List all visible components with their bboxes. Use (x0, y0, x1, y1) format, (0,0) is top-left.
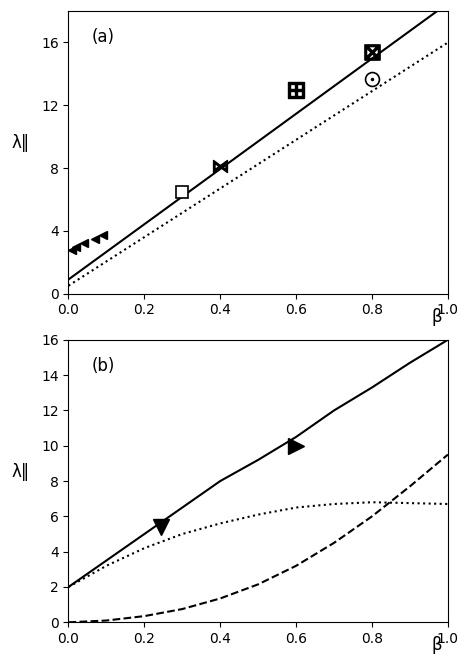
Text: (a): (a) (91, 28, 114, 46)
Y-axis label: λ‖: λ‖ (11, 463, 29, 481)
X-axis label: β: β (431, 308, 442, 326)
Text: (b): (b) (91, 357, 115, 375)
Y-axis label: λ‖: λ‖ (11, 135, 29, 152)
X-axis label: β: β (431, 636, 442, 654)
